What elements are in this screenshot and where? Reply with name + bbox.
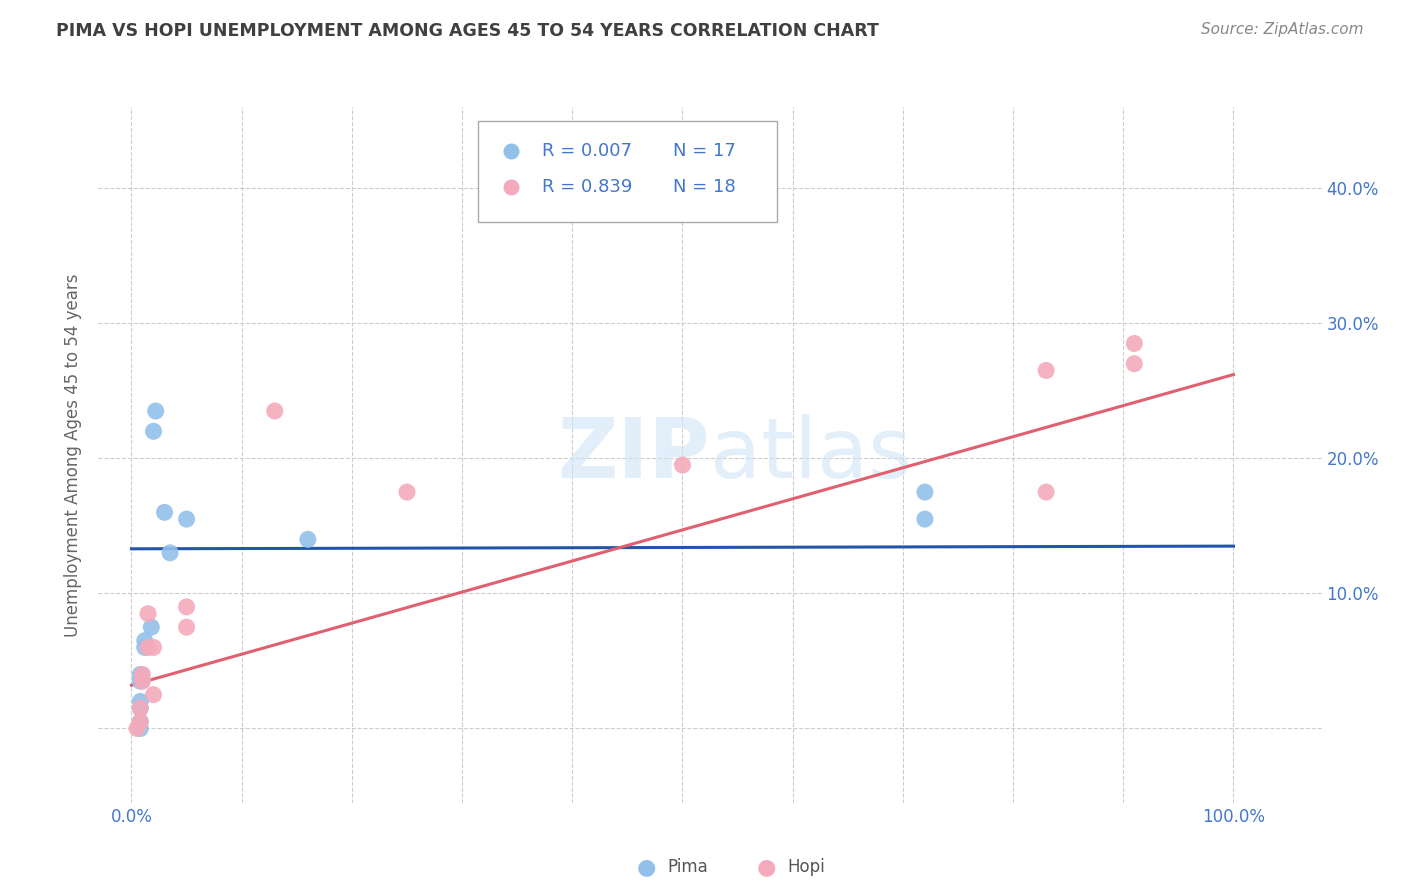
Point	[176, 512, 198, 526]
Point	[145, 404, 167, 418]
Point	[141, 620, 163, 634]
Text: ●: ●	[637, 857, 657, 877]
Text: PIMA VS HOPI UNEMPLOYMENT AMONG AGES 45 TO 54 YEARS CORRELATION CHART: PIMA VS HOPI UNEMPLOYMENT AMONG AGES 45 …	[56, 22, 879, 40]
Point	[1123, 336, 1146, 351]
Point	[142, 688, 165, 702]
Text: R = 0.007: R = 0.007	[543, 142, 633, 160]
Point	[142, 424, 165, 438]
Point	[176, 599, 198, 614]
Point	[129, 674, 152, 689]
Text: atlas: atlas	[710, 415, 911, 495]
Point	[125, 722, 148, 736]
Point	[1035, 485, 1057, 500]
Text: N = 18: N = 18	[673, 178, 737, 196]
Point	[131, 667, 153, 681]
Point	[136, 607, 159, 621]
Point	[131, 674, 153, 689]
Point	[129, 667, 152, 681]
Point	[134, 633, 156, 648]
Text: Pima: Pima	[668, 858, 709, 876]
Text: N = 17: N = 17	[673, 142, 737, 160]
Point	[129, 701, 152, 715]
Point	[914, 485, 936, 500]
Point	[134, 640, 156, 655]
Y-axis label: Unemployment Among Ages 45 to 54 years: Unemployment Among Ages 45 to 54 years	[65, 273, 83, 637]
Text: ZIP: ZIP	[558, 415, 710, 495]
Point	[395, 485, 418, 500]
Text: Source: ZipAtlas.com: Source: ZipAtlas.com	[1201, 22, 1364, 37]
Point	[263, 404, 285, 418]
Point	[1035, 363, 1057, 377]
Point	[129, 722, 152, 736]
Point	[142, 640, 165, 655]
Point	[914, 512, 936, 526]
Point	[176, 620, 198, 634]
Point	[136, 640, 159, 655]
FancyBboxPatch shape	[478, 121, 778, 222]
Point	[1123, 357, 1146, 371]
Point	[129, 701, 152, 715]
Point	[671, 458, 693, 472]
Point	[159, 546, 181, 560]
Text: Hopi: Hopi	[787, 858, 825, 876]
Text: R = 0.839: R = 0.839	[543, 178, 633, 196]
Text: ●: ●	[756, 857, 776, 877]
Point	[129, 714, 152, 729]
Point	[297, 533, 319, 547]
Point	[129, 694, 152, 708]
Point	[153, 505, 176, 519]
Point	[129, 714, 152, 729]
